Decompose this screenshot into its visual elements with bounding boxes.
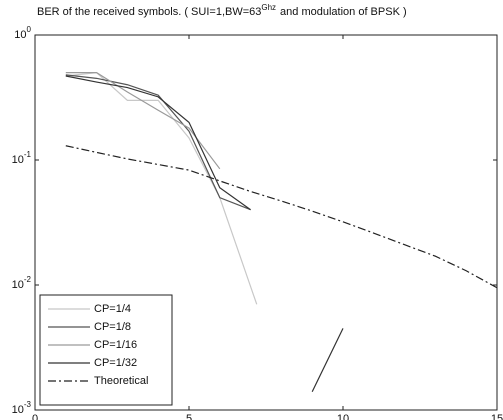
- y-tick-label: 10-2: [12, 275, 32, 291]
- x-tick-label: 0: [32, 413, 38, 420]
- x-tick-label: 10: [337, 413, 349, 420]
- legend-label: CP=1/8: [94, 321, 131, 333]
- x-tick-label: 15: [491, 413, 503, 420]
- legend-label: CP=1/16: [94, 339, 137, 351]
- legend-label: CP=1/4: [94, 303, 131, 315]
- legend-box: [39, 294, 173, 406]
- y-tick-label: 10-1: [12, 150, 32, 166]
- series-line: [65, 145, 498, 289]
- plot-area: [34, 34, 498, 411]
- series-line: [65, 75, 344, 392]
- series-line: [65, 72, 221, 170]
- legend-label: CP=1/32: [94, 357, 137, 369]
- series-line: [65, 74, 251, 211]
- chart-title: BER of the received symbols. ( SUI=1,BW=…: [37, 3, 407, 18]
- x-tick-label: 5: [186, 413, 192, 420]
- series-line: [65, 72, 258, 305]
- y-tick-label: 10-3: [12, 400, 32, 416]
- legend-label: Theoretical: [94, 375, 148, 387]
- y-tick-label: 100: [14, 25, 31, 41]
